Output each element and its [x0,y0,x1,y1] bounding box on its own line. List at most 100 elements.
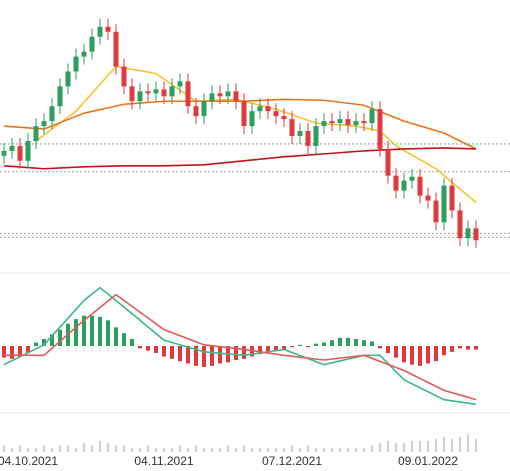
candle-body [145,91,151,94]
candle-body [393,175,399,191]
volume-bar [115,445,117,452]
candle-body [193,106,199,117]
candle-body [449,185,455,211]
volume-bar [323,447,325,452]
histogram-bar [346,337,350,346]
histogram-bar [2,346,6,358]
candle-body [73,56,79,72]
volume-bar [355,447,357,452]
histogram-bar [282,346,286,350]
histogram-bar [394,346,398,358]
histogram-bar [218,346,222,364]
histogram-bar [274,346,278,351]
volume-bar [315,447,317,452]
histogram-bar [306,346,310,348]
volume-bar [307,445,309,452]
candle-body [137,91,143,102]
candle-body [153,89,159,94]
histogram-bar [114,327,118,346]
candle-body [441,185,447,223]
histogram-bar [18,346,22,357]
candle-body [305,131,311,146]
volume-bar [11,447,13,452]
candle-body [353,121,359,126]
volume-bar [443,436,445,452]
x-tick-label: 09.01.2022 [398,454,458,468]
candle-body [225,91,231,97]
histogram-bar [434,346,438,362]
ma-line [4,293,477,401]
volume-bar [3,445,5,452]
candle-body [273,111,279,117]
candle-body [121,66,127,87]
volume-bar [19,445,21,452]
volume-bar [195,445,197,452]
candle-body [433,200,439,223]
candle-body [233,91,239,102]
candle-body [361,121,367,124]
histogram-bar [130,339,134,346]
histogram-bar [362,340,366,346]
candle-body [49,106,55,122]
histogram-bar [314,343,318,346]
ma-line [3,286,477,406]
x-tick-label: 04.11.2021 [134,454,193,468]
volume-bar [27,447,29,452]
candle-body [97,26,103,37]
candle-body [9,145,15,151]
candle-body [217,93,223,97]
candle-body [113,31,119,67]
volume-bar [379,443,381,452]
candle-body [417,176,423,196]
histogram-bar [90,315,94,346]
candle-body [473,228,479,241]
volume-bar [171,447,173,452]
histogram-bar [202,346,206,367]
volume-bar [299,447,301,452]
histogram-bar [34,342,38,346]
histogram-bar [450,346,454,352]
candle-body [129,86,135,102]
histogram-bar [58,329,62,346]
candle-body [297,131,303,136]
volume-bar [91,445,93,452]
volume-bar [219,447,221,452]
histogram-bar [146,346,150,351]
volume-bar [75,447,77,452]
volume-bar [267,447,269,452]
histogram-bar [458,346,462,349]
histogram-bar [258,346,262,355]
volume-bar [411,441,413,452]
candle-body [41,121,47,127]
candle-body [25,140,31,161]
volume-bar [291,445,293,452]
volume-bar [451,438,453,452]
candle-body [201,101,207,117]
histogram-bar [42,339,46,346]
volume-bar [475,438,477,452]
candle-body [169,86,175,97]
histogram-bar [210,346,214,366]
candle-body [241,101,247,127]
candle-body [161,89,167,97]
volume-bar [99,441,101,452]
volume-bar [259,447,261,452]
ma-line [3,147,477,170]
histogram-bar [298,344,302,346]
volume-bar [163,447,165,452]
x-tick-label: 07.12.2021 [262,454,322,468]
candle-body [465,228,471,239]
candle-body [209,93,215,102]
histogram-bar [234,346,238,360]
candle-body [409,176,415,181]
candle-body [385,148,391,176]
volume-bar [419,441,421,452]
volume-bar [131,447,133,452]
histogram-bar [474,346,478,350]
volume-bar [107,443,109,452]
volume-bar [51,447,53,452]
histogram-bar [418,346,422,366]
volume-bar [59,445,61,452]
volume-bar [211,447,213,452]
